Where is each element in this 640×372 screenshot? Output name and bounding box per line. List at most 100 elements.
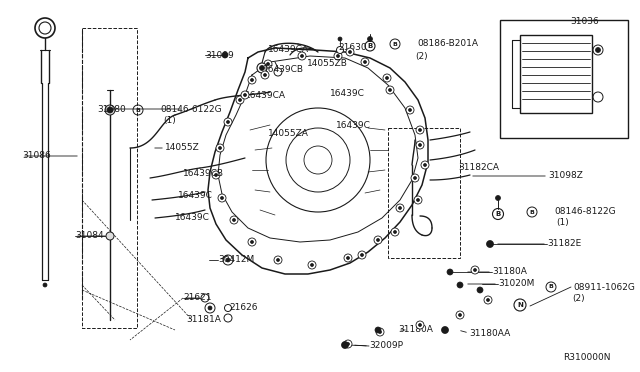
Text: B: B <box>495 211 500 217</box>
Circle shape <box>360 253 364 257</box>
Circle shape <box>208 306 212 310</box>
Circle shape <box>243 93 246 96</box>
Circle shape <box>225 305 232 311</box>
Text: 08186-B201A: 08186-B201A <box>417 39 478 48</box>
Circle shape <box>338 37 342 41</box>
Circle shape <box>212 171 220 179</box>
Circle shape <box>248 76 256 84</box>
Text: (1): (1) <box>556 218 569 228</box>
Circle shape <box>105 105 115 115</box>
Text: 30412M: 30412M <box>218 256 254 264</box>
Circle shape <box>214 173 218 176</box>
Circle shape <box>457 282 463 288</box>
Circle shape <box>474 269 477 272</box>
Text: 21626: 21626 <box>229 304 257 312</box>
Circle shape <box>201 294 209 302</box>
Circle shape <box>298 52 306 60</box>
Circle shape <box>106 232 114 240</box>
Circle shape <box>364 61 367 64</box>
Circle shape <box>595 48 600 52</box>
Circle shape <box>232 218 236 221</box>
Circle shape <box>376 238 380 241</box>
Text: 31036: 31036 <box>570 17 599 26</box>
Circle shape <box>274 68 282 76</box>
Circle shape <box>416 126 424 134</box>
Text: 08911-1062G: 08911-1062G <box>573 282 635 292</box>
Text: 16439CB: 16439CB <box>263 65 304 74</box>
Text: (2): (2) <box>572 294 584 302</box>
Circle shape <box>406 106 414 114</box>
Circle shape <box>266 62 269 65</box>
Circle shape <box>394 231 397 234</box>
Circle shape <box>337 55 339 58</box>
Circle shape <box>378 330 381 334</box>
Circle shape <box>248 238 256 246</box>
Circle shape <box>419 128 422 131</box>
Circle shape <box>361 58 369 66</box>
Circle shape <box>222 52 228 58</box>
Circle shape <box>396 204 404 212</box>
Circle shape <box>43 283 47 287</box>
Circle shape <box>241 91 249 99</box>
Text: 31180AA: 31180AA <box>469 328 510 337</box>
Circle shape <box>391 228 399 236</box>
Circle shape <box>218 194 226 202</box>
Text: R310000N: R310000N <box>563 353 611 362</box>
Circle shape <box>414 196 422 204</box>
Circle shape <box>416 141 424 149</box>
Circle shape <box>250 241 253 244</box>
Text: 16439C: 16439C <box>330 89 365 97</box>
Circle shape <box>385 77 388 80</box>
Text: 21630: 21630 <box>338 44 367 52</box>
Bar <box>82 28 137 328</box>
Text: 14055ZA: 14055ZA <box>268 128 309 138</box>
Circle shape <box>264 60 272 68</box>
Text: 08146-6122G: 08146-6122G <box>160 106 221 115</box>
Circle shape <box>408 109 412 112</box>
Circle shape <box>250 78 253 81</box>
Circle shape <box>349 51 351 54</box>
Circle shape <box>477 287 483 293</box>
Text: 16439C: 16439C <box>336 122 371 131</box>
Circle shape <box>257 63 267 73</box>
Text: 14055Z: 14055Z <box>165 144 200 153</box>
Text: 08146-8122G: 08146-8122G <box>554 208 616 217</box>
Circle shape <box>346 48 354 56</box>
Circle shape <box>456 311 464 319</box>
Circle shape <box>388 89 392 92</box>
Circle shape <box>367 36 372 42</box>
Circle shape <box>226 258 230 262</box>
Circle shape <box>386 86 394 94</box>
Circle shape <box>259 65 264 71</box>
Circle shape <box>424 164 426 167</box>
Text: 32009P: 32009P <box>369 341 403 350</box>
Circle shape <box>261 71 269 79</box>
Text: 31084: 31084 <box>75 231 104 241</box>
Circle shape <box>375 327 381 333</box>
Circle shape <box>236 96 244 104</box>
Circle shape <box>221 196 223 199</box>
Circle shape <box>374 236 382 244</box>
Circle shape <box>344 254 352 262</box>
Circle shape <box>471 266 479 274</box>
Text: 16439C: 16439C <box>175 214 210 222</box>
Text: 31182CA: 31182CA <box>458 163 499 171</box>
Text: 31086: 31086 <box>22 151 51 160</box>
Circle shape <box>421 161 429 169</box>
Text: B: B <box>392 42 397 46</box>
Circle shape <box>458 314 461 317</box>
Circle shape <box>486 241 493 247</box>
Text: 31180A: 31180A <box>492 267 527 276</box>
Circle shape <box>230 216 238 224</box>
Circle shape <box>276 259 280 262</box>
Text: 16439CA: 16439CA <box>245 90 286 99</box>
Circle shape <box>224 314 232 322</box>
Circle shape <box>413 176 417 180</box>
Text: B: B <box>367 43 372 49</box>
Circle shape <box>264 74 266 77</box>
Text: 16439CB: 16439CB <box>183 170 224 179</box>
Circle shape <box>218 147 221 150</box>
Circle shape <box>442 327 449 334</box>
Circle shape <box>205 303 215 313</box>
Circle shape <box>411 174 419 182</box>
